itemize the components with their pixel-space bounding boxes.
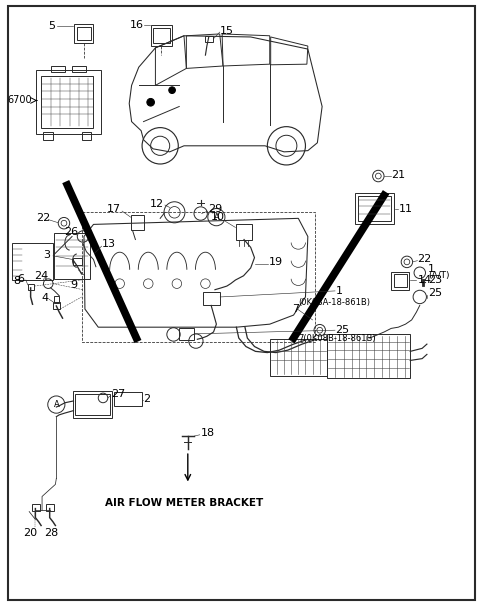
Text: 12: 12 [150, 199, 164, 209]
Bar [46, 504, 54, 511]
Bar [82, 212, 315, 342]
Bar [54, 233, 90, 279]
Bar [203, 292, 220, 305]
Bar [12, 242, 53, 280]
Text: 16: 16 [130, 20, 144, 30]
Text: 1: 1 [336, 286, 342, 296]
Text: A: A [214, 213, 219, 222]
Text: 9: 9 [70, 280, 77, 290]
Text: 25: 25 [428, 288, 442, 298]
Bar [36, 70, 101, 134]
Text: 27: 27 [111, 388, 126, 399]
Text: 6: 6 [17, 274, 24, 284]
Bar [75, 394, 110, 415]
Bar [327, 335, 410, 378]
Bar [113, 393, 142, 406]
Text: 7(0K08B-18-861B): 7(0K08B-18-861B) [298, 333, 376, 342]
Text: 24: 24 [34, 271, 48, 281]
Bar [74, 24, 94, 43]
Text: 22: 22 [36, 213, 50, 224]
Bar [153, 28, 170, 43]
Bar [32, 504, 40, 511]
Text: 15: 15 [220, 26, 234, 36]
Bar [270, 339, 327, 376]
Bar [151, 25, 172, 46]
Bar [54, 296, 59, 303]
Bar [50, 66, 65, 72]
Bar [82, 133, 91, 140]
Text: 28: 28 [45, 528, 59, 538]
Text: 1: 1 [428, 264, 435, 273]
Text: (A/T): (A/T) [428, 271, 449, 281]
Text: 4: 4 [41, 293, 48, 303]
Bar [236, 224, 252, 239]
Text: 23: 23 [428, 275, 442, 285]
Text: 10: 10 [211, 212, 225, 222]
Text: 19: 19 [269, 257, 283, 267]
Text: 2: 2 [143, 393, 150, 404]
Bar [394, 274, 407, 287]
Bar [356, 193, 394, 224]
Text: AIR FLOW METER BRACKET: AIR FLOW METER BRACKET [105, 498, 263, 507]
Text: (0K08A-18-861B): (0K08A-18-861B) [298, 299, 370, 307]
Bar [131, 215, 144, 230]
Circle shape [169, 87, 175, 93]
Bar [205, 36, 213, 42]
Text: 6700: 6700 [7, 96, 32, 105]
Text: 3: 3 [44, 250, 50, 259]
Text: 26: 26 [64, 227, 78, 237]
Text: 20: 20 [24, 528, 38, 538]
Bar [72, 66, 86, 72]
Bar [391, 271, 409, 290]
Circle shape [147, 98, 155, 106]
Bar [179, 328, 194, 341]
Text: A: A [53, 400, 59, 409]
Text: 22: 22 [418, 255, 432, 264]
Bar [44, 133, 53, 140]
Text: 13: 13 [102, 239, 116, 248]
Text: 17: 17 [107, 204, 121, 215]
Bar [53, 302, 60, 309]
Text: 11: 11 [398, 204, 412, 214]
Text: 29: 29 [208, 204, 222, 215]
Bar [28, 284, 35, 290]
Bar [77, 27, 91, 40]
Bar [73, 258, 82, 265]
Text: 18: 18 [201, 428, 215, 438]
Text: 21: 21 [391, 170, 405, 180]
Text: 7: 7 [293, 304, 300, 314]
Text: 5: 5 [48, 21, 55, 31]
Bar [73, 391, 111, 418]
Bar [41, 76, 94, 128]
Text: 8: 8 [13, 276, 21, 286]
Text: 14: 14 [418, 275, 432, 285]
Text: 25: 25 [336, 325, 349, 335]
Bar [358, 196, 391, 221]
